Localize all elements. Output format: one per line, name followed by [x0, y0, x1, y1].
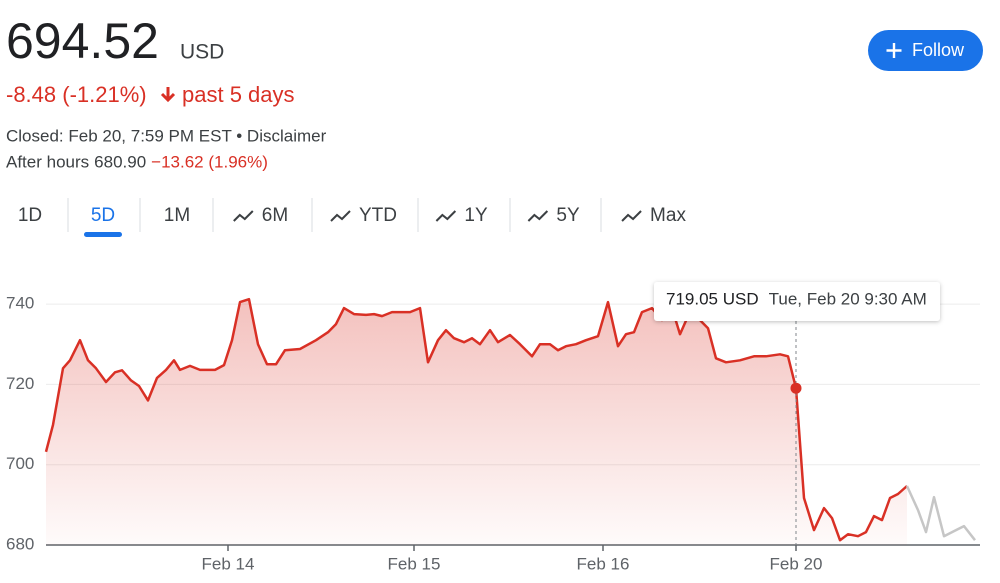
tab-label: 1Y: [464, 205, 488, 226]
x-tick-label: Feb 16: [577, 554, 630, 573]
tab-label: Max: [650, 205, 686, 226]
tooltip: 719.05 USD Tue, Feb 20 9:30 AM: [654, 282, 940, 321]
price-line: [44, 297, 908, 542]
after-hours-label: After hours: [6, 152, 89, 171]
tab-icon: [621, 210, 642, 222]
tab-icon: [527, 210, 549, 222]
tooltip-date: Tue, Feb 20 9:30 AM: [769, 289, 927, 308]
y-tick-label: 680: [6, 534, 34, 553]
tooltip-box: [654, 282, 940, 321]
tab-label: 1M: [164, 205, 190, 226]
after-hours-change: −13.62 (1.96%): [151, 152, 268, 171]
follow-label: Follow: [912, 40, 965, 60]
tab-label: 5D: [91, 205, 115, 226]
range-tab[interactable]: Max: [621, 205, 686, 226]
tab-label: YTD: [359, 205, 397, 226]
range-tab[interactable]: 5D: [84, 205, 122, 237]
change: -8.48 (-1.21%): [6, 82, 147, 107]
plus-icon: [886, 43, 902, 58]
range-tab[interactable]: 1D: [18, 205, 42, 226]
range-tab[interactable]: 1Y: [435, 205, 488, 226]
price: 694.52: [6, 13, 159, 69]
x-tick-label: Feb 14: [202, 554, 255, 573]
closed-info: Closed: Feb 20, 7:59 PM EST • Disclaimer: [6, 126, 327, 145]
tab-underline: [84, 232, 122, 237]
area-fill: [46, 299, 907, 545]
tab-icon: [435, 210, 457, 222]
tab-label: 1D: [18, 205, 42, 226]
chart: 680 700 720 740 Feb 14 Feb 15 Feb 16 Feb 20 719.…: [6, 282, 980, 573]
y-tick-label: 740: [6, 294, 34, 313]
x-tick-label: Feb 15: [388, 554, 441, 573]
down-arrow: [160, 87, 176, 103]
after-hours-price: 680.90: [94, 152, 146, 171]
price-line: [905, 485, 976, 541]
tooltip-value: 719.05 USD: [666, 289, 759, 308]
follow-button[interactable]: Follow: [868, 30, 983, 71]
y-tick-label: 720: [6, 374, 34, 393]
currency: USD: [180, 41, 224, 64]
x-tick-label: Feb 20: [770, 554, 823, 573]
range-tab[interactable]: 6M: [233, 205, 288, 226]
range-tab[interactable]: 5Y: [527, 205, 580, 226]
tab-label: 5Y: [556, 205, 580, 226]
range-tabs: 1D 5D 1M 6M YTD 1Y 5Y Max: [18, 198, 686, 237]
range-tab[interactable]: 1M: [164, 205, 190, 226]
tab-label: 6M: [262, 205, 288, 226]
hover-point: [790, 382, 802, 394]
y-tick-label: 700: [6, 454, 34, 473]
follow-bg: [868, 30, 983, 71]
period: past 5 days: [182, 82, 295, 107]
range-tab[interactable]: YTD: [330, 205, 397, 226]
tab-icon: [233, 210, 254, 222]
tab-icon: [330, 210, 351, 222]
